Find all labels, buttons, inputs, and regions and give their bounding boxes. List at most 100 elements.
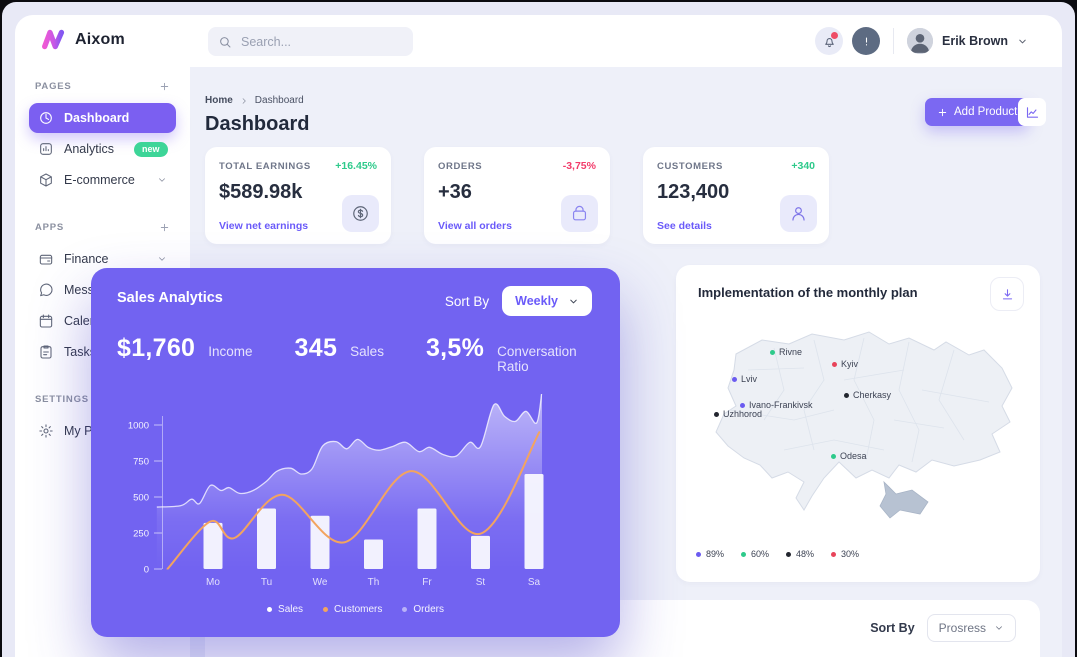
metric-label: Conversation Ratio [497, 344, 577, 374]
stat-link[interactable]: See details [657, 220, 712, 232]
progress-select-value: Prosress [938, 621, 986, 635]
map-marker-uzhhorod: Uzhhorod [714, 409, 762, 419]
progress-select[interactable]: Prosress [926, 614, 1016, 642]
ukraine-map-svg [715, 331, 1013, 519]
download-button[interactable] [990, 277, 1024, 311]
ukraine-outline [715, 331, 1013, 511]
svg-text:We: We [313, 577, 328, 588]
metric-conversation-ratio: 3,5% Conversation Ratio [426, 334, 578, 374]
svg-text:St: St [476, 577, 486, 588]
add-product-button[interactable]: Add Product [925, 98, 1030, 126]
bell-icon [824, 37, 834, 47]
metric-value: 3,5% [425, 334, 485, 362]
user-name[interactable]: Erik Brown [942, 34, 1008, 48]
metric-value: 345 [294, 334, 338, 362]
sidebar-item-analytics[interactable]: Analytics new [29, 134, 176, 164]
notifications-button[interactable] [815, 27, 843, 55]
brand-name: Aixom [75, 30, 125, 48]
analytics-toggle-button[interactable] [1018, 98, 1046, 126]
breadcrumb-current: Dashboard [254, 95, 304, 106]
user-menu-chevron-icon[interactable] [1017, 36, 1028, 47]
map-legend-item-60-: 60% [741, 549, 769, 559]
stat-link[interactable]: View net earnings [219, 220, 309, 232]
sidebar-item-label: Dashboard [64, 111, 130, 125]
bottom-sort-by-label: Sort By [870, 621, 915, 635]
map-marker-ivano-frankivsk: Ivano-Frankivsk [740, 400, 813, 410]
breadcrumb: Home Dashboard [205, 95, 304, 106]
tasks-icon [38, 344, 54, 360]
svg-text:500: 500 [133, 493, 149, 504]
metric-value: $1,760 [117, 334, 196, 362]
stats-row: TOTAL EARNINGS +16.45% $589.98k View net ea… [205, 147, 829, 244]
stat-value: 123,400 [657, 181, 730, 203]
sidebar-item-tasks[interactable]: Tasks [29, 337, 176, 367]
ecommerce-icon [38, 172, 54, 188]
settings-icon [38, 423, 54, 439]
search-icon [220, 36, 231, 47]
person-icon[interactable] [780, 195, 817, 232]
avatar[interactable] [907, 28, 933, 54]
map-marker-odesa: Odesa [831, 451, 867, 461]
sidebar-item-e-commerce[interactable]: E-commerce [29, 165, 176, 195]
exclamation-icon [865, 37, 867, 45]
svg-text:Tu: Tu [261, 577, 272, 588]
help-button[interactable] [852, 27, 880, 55]
page-title: Dashboard [205, 113, 310, 135]
app-window: Aixom Erik Brown [15, 15, 1062, 657]
svg-text:750: 750 [133, 457, 149, 468]
dollar-icon[interactable] [342, 195, 379, 232]
add-pages-icon[interactable] [159, 81, 170, 92]
sales-analytics-modal: Sales Analytics Sort By Weekly $1,760 Inc… [91, 268, 620, 637]
section-title-apps: APPS [35, 221, 65, 233]
weekly-select[interactable]: Weekly [502, 286, 592, 316]
stat-card-orders: ORDERS -3,75% +36 View all orders [424, 147, 610, 244]
add-apps-icon[interactable] [159, 222, 170, 233]
sidebar-item-label: E-commerce [64, 173, 135, 187]
brand-logo: Aixom [40, 28, 125, 51]
sidebar-item-label: Finance [64, 252, 109, 266]
sales-chart: 0 250 500 750 1000 Mo Tu We Th Fr St Sa [128, 394, 544, 588]
svg-text:Fr: Fr [422, 577, 432, 588]
sidebar-item-label: Tasks [64, 345, 96, 359]
sidebar-item-finance[interactable]: Finance [29, 244, 176, 274]
section-title-pages: PAGES [35, 80, 72, 92]
stat-card-customers: CUSTOMERS +340 123,400 See details [643, 147, 829, 244]
map-marker-rivne: Rivne [770, 347, 802, 357]
map-legend-item-30-: 30% [831, 549, 859, 559]
monthly-plan-card: Implementation of the monthly plan [676, 265, 1040, 582]
new-badge: new [134, 141, 168, 157]
sidebar-item-dashboard[interactable]: Dashboard [29, 103, 176, 133]
map-legend: 89% 60% 48% 30% [696, 549, 859, 559]
chevron-down-icon [159, 178, 165, 182]
metric-label: Income [208, 344, 253, 359]
finance-icon [38, 251, 54, 267]
map-marker-kyiv: Kyiv [832, 359, 858, 369]
svg-text:Mo: Mo [206, 577, 220, 588]
svg-text:Th: Th [368, 577, 380, 588]
svg-text:Sa: Sa [528, 577, 541, 588]
chevron-down-icon [570, 299, 577, 303]
svg-text:1000: 1000 [128, 421, 149, 432]
download-icon [1002, 288, 1012, 299]
stat-delta: -3,75% [562, 160, 596, 172]
search-input[interactable] [239, 33, 393, 50]
stat-link[interactable]: View all orders [438, 220, 512, 232]
logo-mark-icon [42, 29, 65, 50]
modal-sort-by-label: Sort By [444, 293, 490, 309]
calendar-icon [38, 313, 54, 329]
add-product-label: Add Product [954, 106, 1018, 118]
map-marker-cherkasy: Cherkasy [844, 390, 891, 400]
messages-icon [38, 282, 54, 298]
breadcrumb-home[interactable]: Home [205, 95, 233, 106]
search-bar[interactable] [208, 27, 413, 56]
stat-delta: +340 [791, 160, 815, 172]
bag-icon[interactable] [561, 195, 598, 232]
stat-value: $589.98k [219, 181, 303, 203]
legend-item-orders: Orders [402, 604, 444, 615]
chart-legend: Sales Customers Orders [91, 604, 620, 615]
monthly-plan-title: Implementation of the monthly plan [698, 285, 918, 300]
svg-text:0: 0 [144, 565, 149, 576]
map-legend-item-89-: 89% [696, 549, 724, 559]
sidebar-item-label: Analytics [64, 142, 115, 156]
